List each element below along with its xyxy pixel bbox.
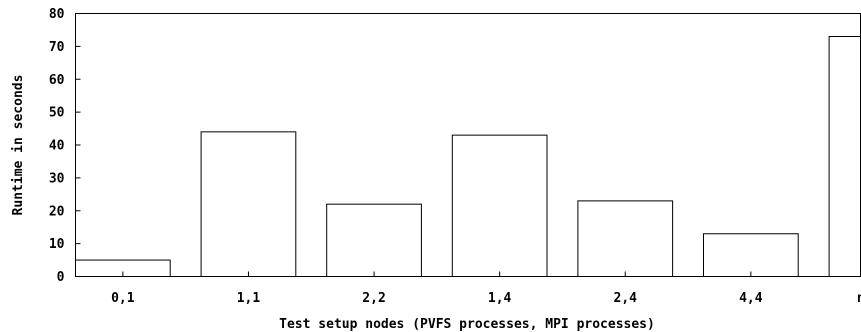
x-axis-label: Test setup nodes (PVFS processes, MPI pr… bbox=[279, 317, 655, 332]
x-tick-label: nfs,4 bbox=[857, 291, 861, 306]
x-axis-ticks: 0,1 1,1 2,2 1,4 2,4 4,4 nfs,4 bbox=[111, 271, 861, 306]
y-tick-label: 50 bbox=[49, 106, 65, 121]
x-tick-label: 4,4 bbox=[739, 291, 763, 306]
y-tick-label: 20 bbox=[49, 204, 65, 219]
bar-1-1 bbox=[200, 131, 297, 277]
y-tick-label: 30 bbox=[49, 171, 65, 186]
bars bbox=[75, 36, 861, 278]
x-tick-label: 2,4 bbox=[614, 291, 638, 306]
y-tick-label: 60 bbox=[49, 73, 65, 88]
bar-4-4 bbox=[703, 233, 799, 277]
y-axis-label: Runtime in seconds bbox=[11, 75, 26, 216]
bar-2-2 bbox=[326, 203, 422, 277]
x-tick-label: 1,1 bbox=[237, 291, 261, 306]
y-tick-label: 0 bbox=[57, 270, 65, 285]
y-axis-ticks: 0 10 20 30 40 50 60 70 80 bbox=[49, 7, 861, 285]
bar-2-4 bbox=[577, 200, 674, 277]
y-tick-label: 70 bbox=[49, 40, 65, 55]
x-tick-label: 0,1 bbox=[111, 291, 135, 306]
x-tick-label: 1,4 bbox=[488, 291, 512, 306]
y-tick-label: 80 bbox=[49, 7, 65, 22]
bar-1-4 bbox=[451, 134, 548, 277]
bar-nfs-4 bbox=[828, 36, 861, 278]
y-tick-label: 10 bbox=[49, 237, 65, 252]
y-tick-label: 40 bbox=[49, 139, 65, 154]
x-tick-label: 2,2 bbox=[362, 291, 385, 306]
